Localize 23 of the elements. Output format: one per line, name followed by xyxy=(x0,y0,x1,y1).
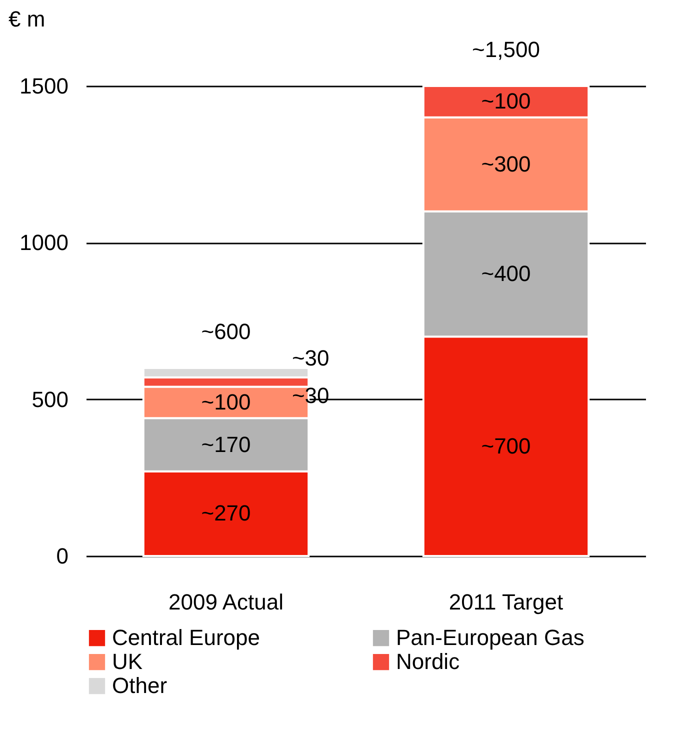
legend-label: Central Europe xyxy=(112,625,260,650)
legend-label: UK xyxy=(112,649,143,674)
data-label: ~100 xyxy=(201,389,251,414)
data-label: ~30 xyxy=(292,346,330,371)
data-label: ~300 xyxy=(481,151,531,176)
data-label: ~30 xyxy=(292,383,330,408)
data-label: ~170 xyxy=(201,432,251,457)
y-axis-title: € m xyxy=(8,6,46,32)
y-tick-label: 0 xyxy=(56,544,68,568)
data-label: ~700 xyxy=(481,433,531,458)
data-label: ~100 xyxy=(481,88,531,114)
legend-label: Pan-European Gas xyxy=(396,625,584,650)
y-tick-label: 1000 xyxy=(20,230,68,256)
y-tick-label: 500 xyxy=(32,386,68,412)
x-tick-label: 2011 Target xyxy=(448,590,564,614)
total-label: ~1,500 xyxy=(472,37,540,62)
data-label: ~270 xyxy=(201,500,251,526)
data-label: ~400 xyxy=(481,261,531,286)
y-tick-label: 1500 xyxy=(20,74,68,98)
x-tick-label: 2009 Actual xyxy=(168,590,284,614)
legend-label: Other xyxy=(112,673,168,698)
total-label: ~600 xyxy=(201,319,251,344)
legend-label: Nordic xyxy=(396,649,460,674)
